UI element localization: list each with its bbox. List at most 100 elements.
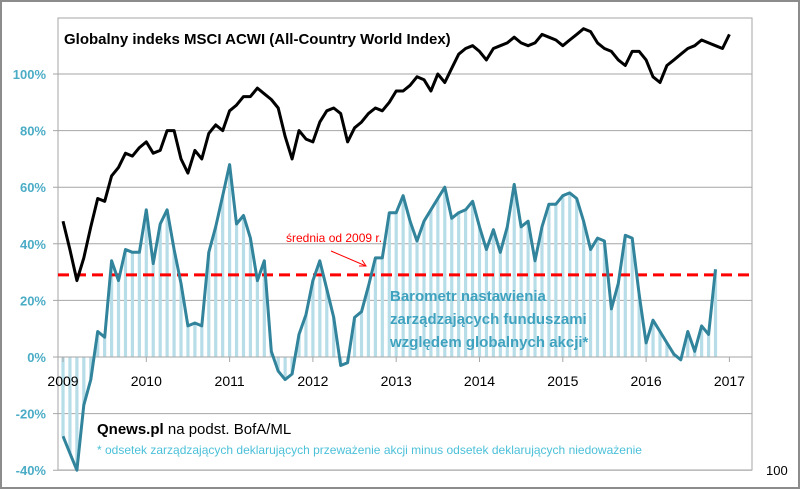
axes <box>58 356 752 362</box>
barometer-bar <box>186 325 190 357</box>
barometer-bar <box>450 218 454 357</box>
barometer-bar <box>470 201 475 357</box>
barometer-bar <box>623 235 627 357</box>
barometer-bar <box>658 331 662 357</box>
barometer-bar <box>373 257 377 357</box>
y-tick-label: 0% <box>27 350 46 365</box>
barometer-bar <box>325 289 329 357</box>
x-tick-label: 2009 <box>47 373 78 389</box>
barometer-line <box>61 163 717 472</box>
barometer-bar <box>61 357 65 437</box>
barometer-bar <box>234 223 239 357</box>
x-tick-label: 2016 <box>631 373 662 389</box>
barometer-bar <box>366 286 371 357</box>
barometer-bar <box>547 204 551 357</box>
barometer-bar <box>255 280 259 357</box>
barometer-bar <box>665 342 669 357</box>
barometer-bar <box>276 357 280 372</box>
barometer-bar <box>193 323 197 357</box>
barometer-bar <box>526 221 530 357</box>
x-tick-label: 2014 <box>464 373 495 389</box>
barometer-bar <box>540 226 544 357</box>
x-tick-label: 2010 <box>131 373 162 389</box>
barometer-bar <box>422 221 426 357</box>
barometer-bar <box>304 314 308 357</box>
barometer-bar <box>505 226 509 357</box>
barometer-bar <box>415 240 419 357</box>
barometer-bar <box>491 229 495 357</box>
source-brand: Qnews.pl <box>97 421 164 438</box>
barometer-bar <box>228 164 232 357</box>
x-tick-label: 2011 <box>215 373 245 389</box>
x-tick-label: 2017 <box>714 373 745 389</box>
barometer-label-line2: zarządzających funduszami <box>390 311 587 328</box>
y-tick-label: 60% <box>20 180 46 195</box>
x-tick-label: 2013 <box>381 373 412 389</box>
corner-label: 100 <box>766 463 788 478</box>
barometer-bar <box>359 311 364 357</box>
barometer-bar <box>248 238 253 357</box>
barometer-bar <box>221 195 225 357</box>
barometer-bar <box>429 209 433 357</box>
barometer-bar <box>519 226 523 357</box>
barometer-bar <box>394 212 398 357</box>
barometer-bar <box>352 317 357 357</box>
barometer-bar <box>380 257 384 357</box>
x-tick-labels: 2009 2010 2011 2012 2013 2014 2015 2016 2017 <box>47 373 745 389</box>
barometer-bar <box>464 209 468 357</box>
barometer-bar <box>533 260 537 357</box>
barometer-bar <box>512 184 516 357</box>
barometer-bar <box>387 212 391 357</box>
barometer-bar <box>137 252 141 357</box>
barometer-bar <box>693 351 697 357</box>
barometer-bar <box>436 198 440 357</box>
x-tick-label: 2012 <box>297 373 328 389</box>
barometer-bar <box>588 249 593 357</box>
barometer-bar <box>103 337 107 357</box>
barometer-bar <box>123 249 128 357</box>
barometer-bar <box>96 331 100 357</box>
footnote: * odsetek zarządzających deklarujących p… <box>97 443 642 457</box>
average-label: średnia od 2009 r. <box>286 231 382 245</box>
barometer-bar <box>477 226 482 357</box>
barometer-bar <box>214 226 218 357</box>
barometer-bar <box>713 269 718 357</box>
barometer-bar <box>262 260 266 357</box>
barometer-bar <box>443 187 447 357</box>
barometer-bar <box>616 283 620 357</box>
y-tick-labels: -40% -20% 0% 20% 40% 60% 80% 100% <box>13 67 47 478</box>
barometer-bar <box>457 212 461 357</box>
source-text: na podst. BofA/ML <box>164 421 292 438</box>
barometer-bar <box>200 325 204 357</box>
y-tick-label: 20% <box>20 293 46 308</box>
barometer-bar <box>89 357 93 380</box>
chart-title: Globalny indeks MSCI ACWI (All-Country W… <box>64 31 451 48</box>
source-credit: Qnews.pl na podst. BofA/ML <box>97 421 291 438</box>
barometer-bar <box>582 221 586 357</box>
barometer-bar <box>595 238 600 357</box>
barometer-bar <box>637 294 641 357</box>
barometer-bar <box>283 357 287 380</box>
acwi-line <box>61 27 731 283</box>
barometer-bar <box>82 357 86 406</box>
y-tick-label: 80% <box>20 124 46 139</box>
barometer-bar <box>130 252 135 357</box>
barometer-bar <box>207 252 211 357</box>
barometer-bar <box>318 260 322 357</box>
barometer-bar <box>686 331 690 357</box>
y-tick-label: -40% <box>16 463 47 478</box>
barometer-bar <box>165 209 169 357</box>
barometer-bar <box>158 223 162 357</box>
barometer-bar <box>644 342 648 357</box>
bars <box>61 164 718 471</box>
barometer-label-line3: względem globalnych akcji* <box>389 334 589 351</box>
barometer-bar <box>484 249 489 357</box>
barometer-bar <box>602 240 607 357</box>
y-tick-label: -20% <box>16 407 47 422</box>
x-tick-label: 2015 <box>547 373 578 389</box>
barometer-bar <box>332 317 336 357</box>
barometer-bar <box>575 198 579 357</box>
barometer-bar <box>554 204 558 357</box>
